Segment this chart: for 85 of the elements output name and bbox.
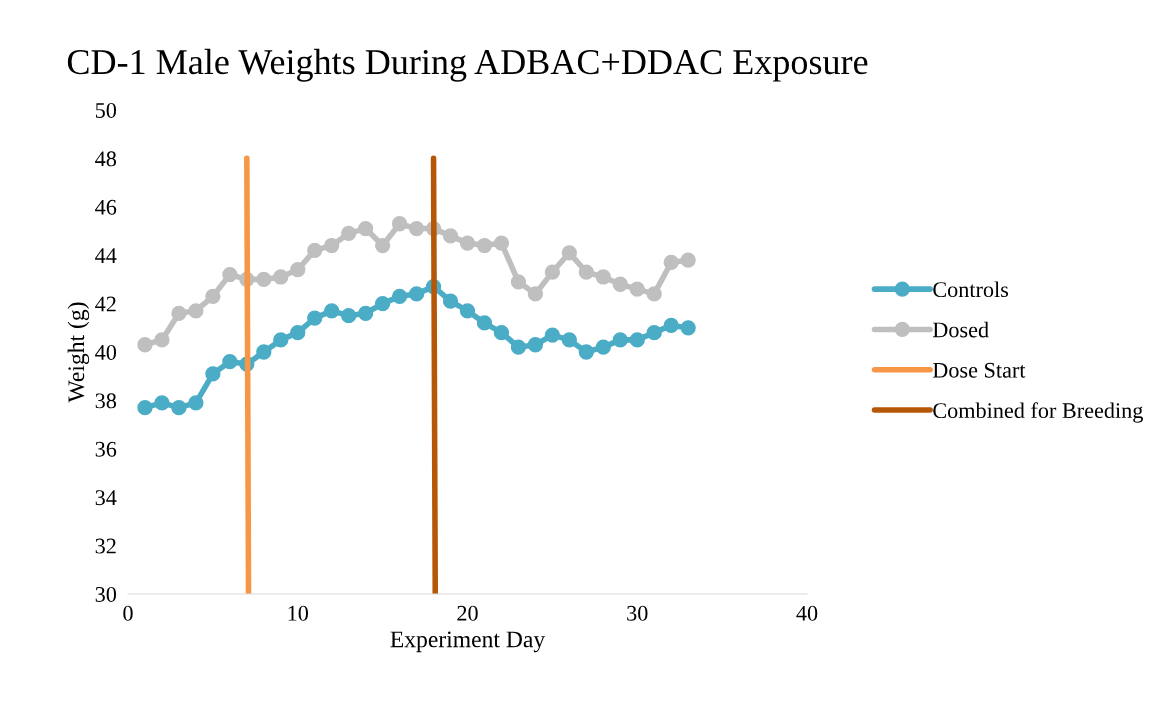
point	[154, 332, 170, 348]
point	[544, 327, 561, 343]
point	[273, 332, 289, 348]
legend-label: Dosed	[932, 321, 989, 338]
point	[205, 366, 221, 382]
y-axis-title: Weight (g)	[67, 302, 90, 403]
point	[629, 281, 645, 297]
point	[680, 320, 696, 336]
x-tick-label: 0	[123, 605, 133, 621]
x-axis-title: Experiment Day	[390, 631, 546, 653]
point	[408, 286, 425, 302]
point	[341, 225, 357, 242]
point	[324, 303, 340, 319]
point	[578, 344, 594, 360]
y-tick-label: 48	[95, 151, 117, 167]
legend-label: Dose Start	[932, 362, 1026, 378]
x-tick-label: 20	[457, 605, 478, 621]
point	[680, 252, 696, 268]
point	[476, 237, 493, 254]
point	[476, 315, 493, 331]
x-tick-label: 40	[796, 605, 818, 621]
point	[324, 237, 340, 254]
point	[374, 237, 391, 254]
point	[154, 395, 170, 411]
point	[188, 395, 204, 411]
y-tick-label: 32	[95, 538, 116, 554]
y-tick-label: 40	[95, 344, 117, 360]
point	[188, 303, 204, 319]
point	[273, 269, 289, 285]
point	[256, 344, 272, 360]
point	[561, 332, 577, 348]
y-tick-label: 42	[95, 296, 116, 312]
y-tick-label: 38	[95, 393, 117, 409]
point	[510, 274, 527, 290]
point	[290, 262, 306, 278]
point	[358, 305, 374, 321]
point	[527, 286, 544, 302]
y-tick-label: 34	[95, 490, 117, 506]
point	[527, 337, 544, 353]
point	[358, 220, 374, 237]
legend-label: Combined for Breeding	[933, 402, 1143, 423]
point	[663, 254, 679, 271]
y-tick-label: 50	[95, 102, 117, 118]
point	[222, 266, 238, 283]
y-tick-label: 44	[95, 248, 117, 263]
point	[205, 288, 221, 304]
point	[391, 288, 408, 304]
point	[290, 325, 306, 341]
y-tick-label: 30	[95, 586, 117, 602]
point	[391, 216, 408, 232]
point	[307, 242, 323, 258]
point	[612, 332, 628, 348]
point	[510, 339, 527, 355]
point	[171, 305, 187, 321]
point	[595, 269, 611, 285]
point	[374, 295, 391, 312]
point	[663, 317, 679, 334]
x-tick-label: 30	[627, 605, 648, 621]
point	[646, 286, 662, 302]
point	[595, 339, 611, 355]
chart-title: CD-1 Male Weights During ADBAC+DDAC Exposure	[67, 48, 868, 82]
point	[137, 337, 153, 353]
point	[493, 235, 510, 251]
point	[459, 303, 476, 319]
point	[561, 245, 577, 261]
y-tick-label: 36	[95, 441, 117, 457]
point	[646, 325, 662, 341]
point	[307, 310, 323, 326]
legend-label: Controls	[933, 281, 1009, 298]
point	[171, 400, 187, 416]
point	[222, 354, 238, 370]
y-tick-label: 46	[95, 199, 117, 215]
point	[629, 332, 645, 348]
point	[442, 293, 459, 309]
point	[442, 228, 459, 244]
x-tick-label: 10	[288, 605, 309, 621]
point	[137, 400, 153, 416]
point	[493, 325, 510, 341]
point	[578, 264, 594, 280]
point	[256, 271, 272, 288]
point	[612, 276, 628, 292]
point	[341, 308, 357, 324]
point	[408, 220, 425, 237]
point	[544, 264, 561, 280]
point	[459, 235, 476, 251]
